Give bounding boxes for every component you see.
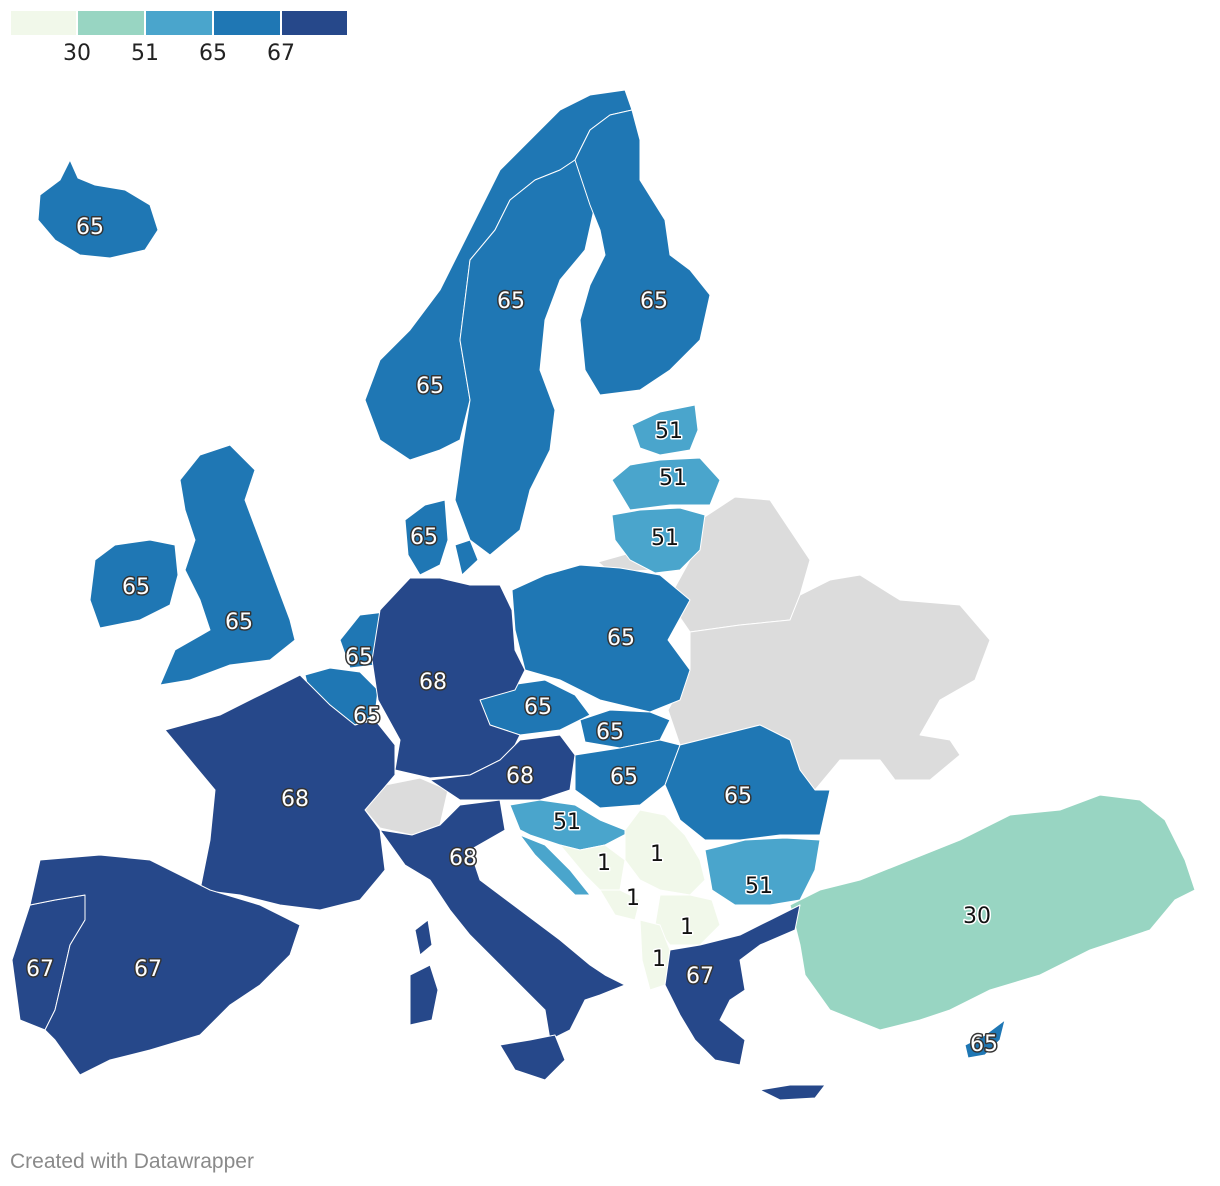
- region-bulgaria: [704, 837, 821, 906]
- region-cyprus: [964, 1019, 1006, 1059]
- label-bosnia: 1: [597, 851, 611, 876]
- credit-text: Created with Datawrapper: [10, 1150, 254, 1173]
- label-united-kingdom: 65: [225, 610, 253, 635]
- legend-swatch-4: [212, 9, 282, 37]
- region-lithuania: [611, 507, 706, 574]
- legend-tick-3: 65: [199, 41, 227, 66]
- label-czechia: 65: [524, 695, 552, 720]
- label-albania: 1: [652, 947, 666, 972]
- region-sardinia: [409, 964, 439, 1026]
- region-finland: [574, 109, 711, 396]
- label-slovenia-croatia: 51: [553, 810, 581, 835]
- label-cyprus: 65: [970, 1032, 998, 1057]
- region-sicily: [499, 1034, 566, 1081]
- legend-swatch-1: [9, 9, 78, 37]
- legend-swatch-2: [76, 9, 146, 37]
- region-ireland: [89, 539, 179, 629]
- region-denmark: [404, 499, 449, 576]
- label-ireland: 65: [122, 575, 150, 600]
- label-greece: 67: [686, 964, 714, 989]
- region-croatia-coast: [519, 834, 591, 896]
- region-switzerland: [364, 777, 449, 836]
- region-corsica: [414, 919, 433, 956]
- label-montenegro: 1: [626, 886, 640, 911]
- label-spain: 67: [134, 957, 162, 982]
- label-latvia: 51: [659, 466, 687, 491]
- value-labels: 65 65 65 65 51 51 51 65 65 65 65 65 68 6…: [25, 214, 1000, 1059]
- label-slovakia: 65: [596, 720, 624, 745]
- label-portugal: 67: [26, 957, 54, 982]
- region-romania: [664, 724, 831, 841]
- legend-tick-2: 51: [131, 41, 159, 66]
- label-finland: 65: [640, 289, 668, 314]
- region-sweden: [454, 159, 596, 556]
- region-iceland: [37, 159, 159, 259]
- region-estonia: [631, 404, 699, 456]
- label-norway: 65: [416, 374, 444, 399]
- label-poland: 65: [607, 626, 635, 651]
- label-belgium: 65: [353, 704, 381, 729]
- region-montenegro: [599, 889, 641, 921]
- region-spain: [29, 854, 301, 1076]
- label-sweden: 65: [497, 289, 525, 314]
- label-lithuania: 51: [651, 526, 679, 551]
- region-bosnia: [559, 844, 626, 891]
- region-italy: [379, 799, 626, 1041]
- label-kosovo-macedonia: 1: [680, 915, 694, 940]
- region-germany: [371, 577, 526, 779]
- label-netherlands: 65: [345, 645, 373, 670]
- label-hungary: 65: [610, 765, 638, 790]
- label-turkey: 30: [963, 904, 991, 929]
- regions: [11, 89, 1196, 1101]
- label-estonia: 51: [655, 419, 683, 444]
- label-austria: 68: [506, 764, 534, 789]
- legend-tick-4: 67: [267, 41, 295, 66]
- legend: 30 51 65 67: [9, 9, 349, 66]
- label-bulgaria: 51: [745, 874, 773, 899]
- label-romania: 65: [724, 784, 752, 809]
- label-germany: 68: [419, 670, 447, 695]
- region-poland: [511, 564, 691, 713]
- label-italy: 68: [449, 846, 477, 871]
- label-denmark: 65: [410, 525, 438, 550]
- region-greece: [664, 904, 801, 1066]
- region-serbia: [624, 809, 706, 896]
- region-latvia: [611, 457, 721, 511]
- legend-swatch-5: [280, 9, 349, 37]
- legend-tick-1: 30: [63, 41, 91, 66]
- region-crete: [759, 1084, 826, 1101]
- region-slovakia: [579, 709, 671, 749]
- region-denmark-islands: [454, 539, 479, 576]
- label-iceland: 65: [76, 215, 104, 240]
- region-united-kingdom: [159, 444, 296, 686]
- label-serbia: 1: [650, 842, 664, 867]
- legend-swatch-3: [144, 9, 214, 37]
- region-turkey: [789, 794, 1196, 1031]
- region-austria: [429, 734, 576, 801]
- label-france: 68: [281, 787, 309, 812]
